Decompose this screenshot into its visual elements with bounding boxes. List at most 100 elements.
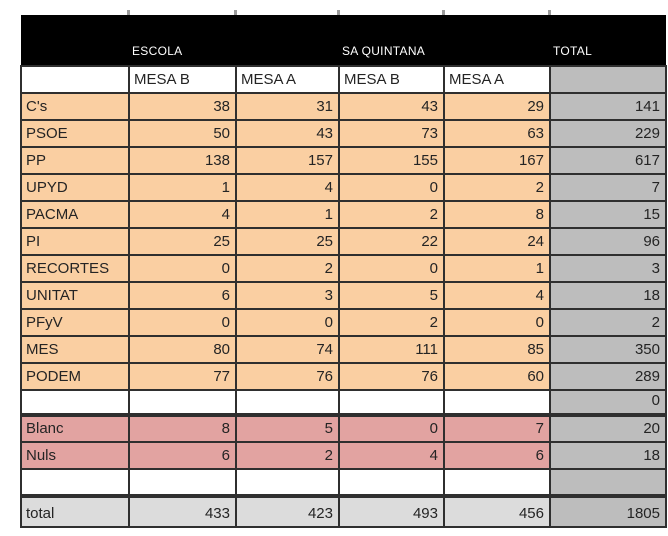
empty-cell[interactable] <box>20 389 130 416</box>
value-cell[interactable]: 4 <box>128 200 237 229</box>
total-cell[interactable]: 18 <box>549 441 667 470</box>
total-cell[interactable]: 289 <box>549 362 667 391</box>
value-cell[interactable]: 167 <box>443 146 551 175</box>
party-name-cell[interactable]: PODEM <box>20 362 130 391</box>
total-cell[interactable]: 7 <box>549 173 667 202</box>
total-cell[interactable] <box>549 468 667 497</box>
value-cell[interactable]: 29 <box>443 92 551 121</box>
party-name-cell[interactable]: UNITAT <box>20 281 130 310</box>
party-name-cell[interactable]: Nuls <box>20 441 130 470</box>
value-cell[interactable]: 2 <box>235 254 340 283</box>
subheader-quintana-mesa-a[interactable]: MESA A <box>443 65 551 94</box>
value-cell[interactable]: 5 <box>235 413 340 443</box>
value-cell[interactable]: 493 <box>338 494 445 528</box>
value-cell[interactable]: 2 <box>338 308 445 337</box>
value-cell[interactable]: 456 <box>443 494 551 528</box>
value-cell[interactable]: 6 <box>128 441 237 470</box>
party-name-cell[interactable]: PP <box>20 146 130 175</box>
value-cell[interactable]: 0 <box>128 308 237 337</box>
value-cell[interactable]: 111 <box>338 335 445 364</box>
value-cell[interactable]: 76 <box>338 362 445 391</box>
group-header-total[interactable]: TOTAL <box>550 15 666 66</box>
party-name-cell[interactable]: C's <box>20 92 130 121</box>
party-name-cell[interactable]: UPYD <box>20 173 130 202</box>
total-cell[interactable]: 96 <box>549 227 667 256</box>
total-cell[interactable]: 20 <box>549 413 667 443</box>
value-cell[interactable]: 8 <box>128 413 237 443</box>
empty-cell[interactable] <box>128 468 237 497</box>
total-cell[interactable]: 0 <box>549 389 667 416</box>
grand-total-cell[interactable]: 1805 <box>549 494 667 528</box>
value-cell[interactable]: 60 <box>443 362 551 391</box>
total-cell[interactable]: 18 <box>549 281 667 310</box>
group-header-escola[interactable]: ESCOLA <box>129 15 339 66</box>
value-cell[interactable]: 43 <box>235 119 340 148</box>
value-cell[interactable]: 80 <box>128 335 237 364</box>
value-cell[interactable]: 4 <box>443 281 551 310</box>
value-cell[interactable]: 157 <box>235 146 340 175</box>
party-name-cell[interactable]: RECORTES <box>20 254 130 283</box>
subheader-total-cell[interactable] <box>549 65 667 94</box>
value-cell[interactable]: 0 <box>338 413 445 443</box>
value-cell[interactable]: 77 <box>128 362 237 391</box>
value-cell[interactable]: 50 <box>128 119 237 148</box>
value-cell[interactable]: 6 <box>128 281 237 310</box>
empty-cell[interactable] <box>20 468 130 497</box>
value-cell[interactable]: 0 <box>128 254 237 283</box>
value-cell[interactable]: 5 <box>338 281 445 310</box>
value-cell[interactable]: 1 <box>443 254 551 283</box>
empty-cell[interactable] <box>443 389 551 416</box>
empty-cell[interactable] <box>338 468 445 497</box>
value-cell[interactable]: 0 <box>338 173 445 202</box>
total-cell[interactable]: 141 <box>549 92 667 121</box>
value-cell[interactable]: 4 <box>235 173 340 202</box>
subheader-blank-cell[interactable] <box>20 65 130 94</box>
empty-cell[interactable] <box>443 468 551 497</box>
value-cell[interactable]: 1 <box>235 200 340 229</box>
value-cell[interactable]: 2 <box>235 441 340 470</box>
value-cell[interactable]: 43 <box>338 92 445 121</box>
total-cell[interactable]: 229 <box>549 119 667 148</box>
value-cell[interactable]: 0 <box>235 308 340 337</box>
value-cell[interactable]: 38 <box>128 92 237 121</box>
value-cell[interactable]: 73 <box>338 119 445 148</box>
value-cell[interactable]: 24 <box>443 227 551 256</box>
subheader-quintana-mesa-b[interactable]: MESA B <box>338 65 445 94</box>
value-cell[interactable]: 63 <box>443 119 551 148</box>
value-cell[interactable]: 76 <box>235 362 340 391</box>
total-cell[interactable]: 617 <box>549 146 667 175</box>
total-cell[interactable]: 2 <box>549 308 667 337</box>
value-cell[interactable]: 433 <box>128 494 237 528</box>
value-cell[interactable]: 1 <box>128 173 237 202</box>
group-header-blank-cell[interactable] <box>21 15 129 66</box>
party-name-cell[interactable]: MES <box>20 335 130 364</box>
value-cell[interactable]: 31 <box>235 92 340 121</box>
party-name-cell[interactable]: PSOE <box>20 119 130 148</box>
value-cell[interactable]: 22 <box>338 227 445 256</box>
party-name-cell[interactable]: PI <box>20 227 130 256</box>
value-cell[interactable]: 4 <box>338 441 445 470</box>
party-name-cell[interactable]: PACMA <box>20 200 130 229</box>
value-cell[interactable]: 74 <box>235 335 340 364</box>
value-cell[interactable]: 6 <box>443 441 551 470</box>
value-cell[interactable]: 7 <box>443 413 551 443</box>
total-cell[interactable]: 350 <box>549 335 667 364</box>
value-cell[interactable]: 2 <box>443 173 551 202</box>
value-cell[interactable]: 3 <box>235 281 340 310</box>
value-cell[interactable]: 8 <box>443 200 551 229</box>
value-cell[interactable]: 0 <box>443 308 551 337</box>
group-header-sa-quintana[interactable]: SA QUINTANA <box>339 15 550 66</box>
empty-cell[interactable] <box>235 468 340 497</box>
value-cell[interactable]: 25 <box>128 227 237 256</box>
empty-cell[interactable] <box>235 389 340 416</box>
value-cell[interactable]: 138 <box>128 146 237 175</box>
value-cell[interactable]: 0 <box>338 254 445 283</box>
subheader-escola-mesa-a[interactable]: MESA A <box>235 65 340 94</box>
value-cell[interactable]: 423 <box>235 494 340 528</box>
total-cell[interactable]: 3 <box>549 254 667 283</box>
value-cell[interactable]: 25 <box>235 227 340 256</box>
subheader-escola-mesa-b[interactable]: MESA B <box>128 65 237 94</box>
party-name-cell[interactable]: PFyV <box>20 308 130 337</box>
total-cell[interactable]: 15 <box>549 200 667 229</box>
value-cell[interactable]: 2 <box>338 200 445 229</box>
